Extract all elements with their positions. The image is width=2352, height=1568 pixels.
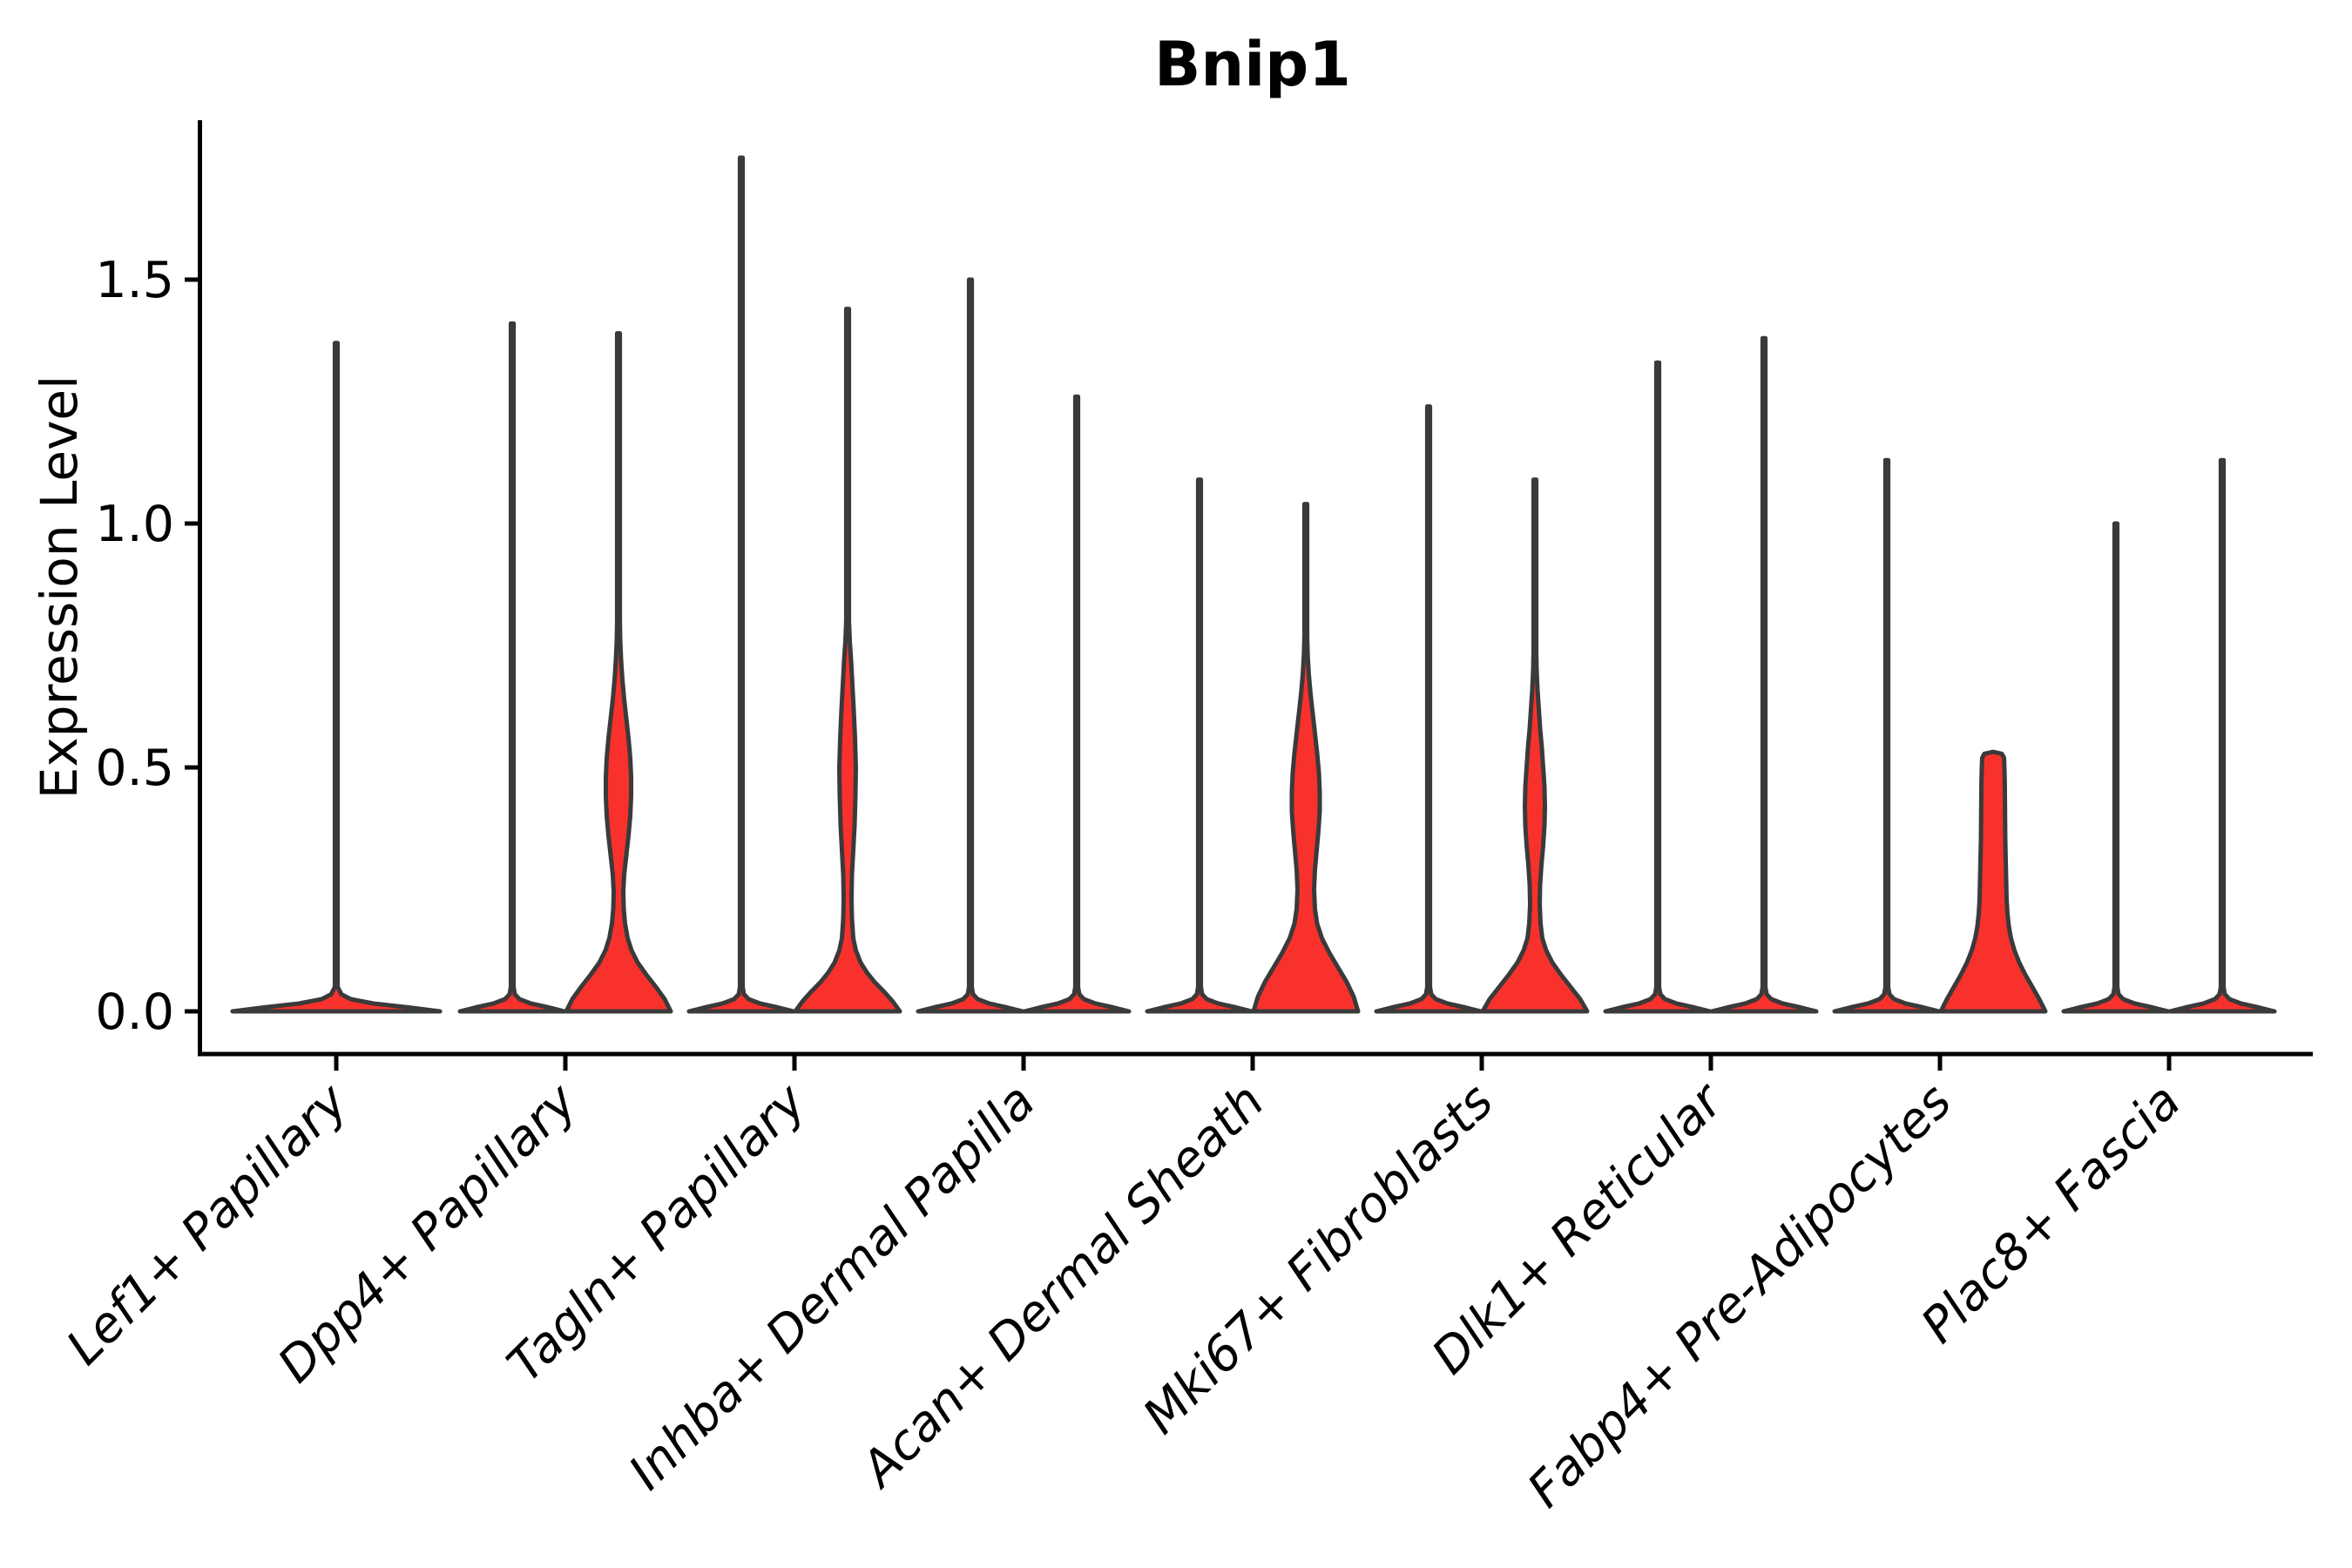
- violin-inhba-dermal-papilla-right: [1022, 394, 1132, 1014]
- chart-title: Bnip1: [1154, 29, 1351, 100]
- y-tick-label: 0.5: [95, 740, 174, 797]
- violin-dlk1-reticular-right: [1709, 335, 1819, 1014]
- y-tick-label: 1.5: [95, 252, 174, 309]
- violin-acan-dermal-sheath-right: [1251, 502, 1361, 1014]
- violin-lef1-papillary-single: [230, 341, 443, 1014]
- violin-dpp4-papillary-left: [457, 321, 567, 1014]
- violin-plac8-fascia-left: [2061, 521, 2171, 1014]
- x-tick-label-inhba-dermal-papilla: Inhba+ Dermal Papilla: [618, 1073, 1046, 1501]
- violin-fabp4-pre-adipocytes-left: [1832, 457, 1942, 1014]
- x-tick-label-acan-dermal-sheath: Acan+ Dermal Sheath: [849, 1073, 1275, 1499]
- x-tick-label-fabp4-pre-adipocytes: Fabp4+ Pre-Adipocytes: [1517, 1073, 1963, 1518]
- violin-dpp4-papillary-right: [564, 331, 673, 1014]
- violin-tagln-papillary-left: [686, 155, 796, 1014]
- y-axis-ticks: 0.0 0.5 1.0 1.5: [95, 252, 198, 1041]
- violins: [230, 155, 2277, 1014]
- y-axis-label: Expression Level: [30, 375, 89, 799]
- y-tick-label: 1.0: [95, 496, 174, 553]
- violin-mki67-fibroblasts-right: [1480, 477, 1590, 1014]
- violin-fabp4-pre-adipocytes-right: [1938, 749, 2048, 1014]
- violin-inhba-dermal-papilla-left: [916, 277, 1025, 1014]
- violin-dlk1-reticular-left: [1603, 360, 1713, 1014]
- y-tick-label: 0.0: [95, 983, 174, 1041]
- violin-plac8-fascia-right: [2167, 457, 2277, 1014]
- violin-mki67-fibroblasts-left: [1374, 404, 1484, 1014]
- violin-tagln-papillary-right: [793, 307, 902, 1014]
- violin-acan-dermal-sheath-left: [1145, 477, 1254, 1014]
